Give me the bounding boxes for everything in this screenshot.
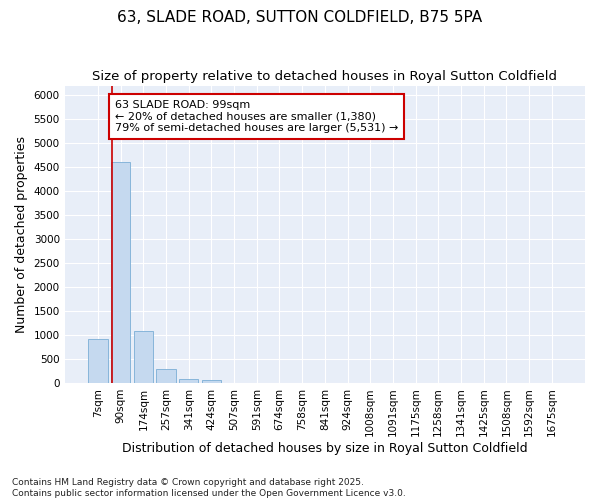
Bar (88, 338, 107, 383)
Bar (134, 331, 153, 383)
Bar (157, 369, 176, 383)
Text: 63 SLADE ROAD: 99sqm
← 20% of detached houses are smaller (1,380)
79% of semi-de: 63 SLADE ROAD: 99sqm ← 20% of detached h… (115, 100, 398, 133)
Bar (179, 379, 199, 383)
Text: Contains HM Land Registry data © Crown copyright and database right 2025.
Contai: Contains HM Land Registry data © Crown c… (12, 478, 406, 498)
Text: 63, SLADE ROAD, SUTTON COLDFIELD, B75 5PA: 63, SLADE ROAD, SUTTON COLDFIELD, B75 5P… (118, 10, 482, 25)
Bar (111, 162, 130, 383)
Title: Size of property relative to detached houses in Royal Sutton Coldfield: Size of property relative to detached ho… (92, 70, 557, 83)
Bar (202, 380, 221, 383)
Y-axis label: Number of detached properties: Number of detached properties (15, 136, 28, 332)
X-axis label: Distribution of detached houses by size in Royal Sutton Coldfield: Distribution of detached houses by size … (122, 442, 527, 455)
